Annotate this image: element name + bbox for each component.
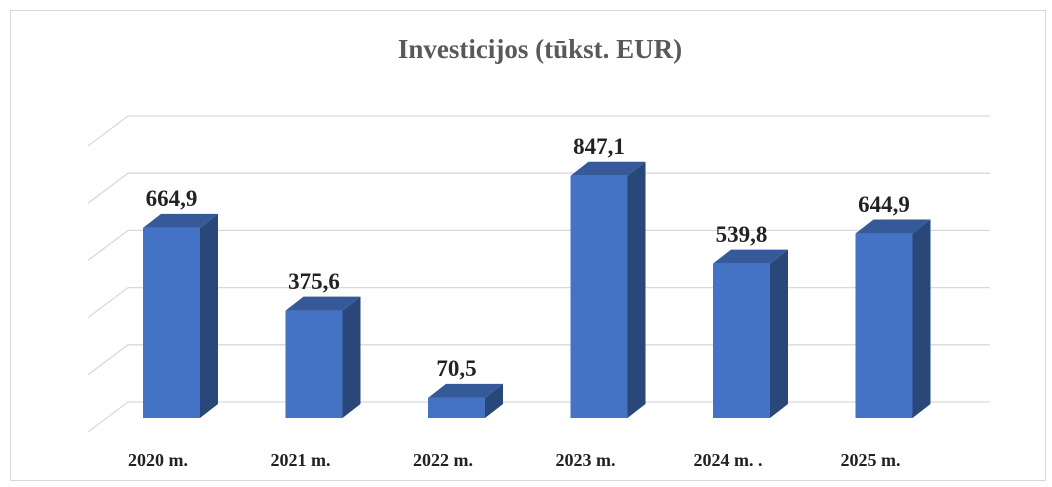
chart-title: Investicijos (tūkst. EUR) [398,34,682,64]
x-tick-label: 2025 m. [841,450,901,470]
bar-top [143,213,218,228]
bar-side [485,383,503,418]
grid-line [87,286,990,319]
bar-front [143,227,200,418]
data-label: 644,9 [858,192,910,217]
bar-side [342,296,361,418]
grid-line [87,115,990,147]
data-label: 539,8 [716,222,768,247]
bar [713,249,788,418]
bar [428,383,503,418]
bar-top [855,219,931,234]
x-tick-label: 2023 m. [556,450,616,470]
bar-front [428,397,485,418]
x-tick-label: 2021 m. [271,450,331,470]
bar-front [855,233,913,418]
bar-top [713,249,788,264]
data-label: 664,9 [146,186,198,211]
bar [570,161,646,418]
bar-side [912,219,931,418]
grid-line [87,229,990,261]
data-label: 70,5 [436,356,476,381]
bar-top [570,161,646,176]
bar-front [285,310,343,418]
bar [855,219,931,418]
data-label: 847,1 [573,134,625,159]
bar-front [570,175,628,418]
bar-top [285,296,361,311]
bar [143,213,218,418]
grid-line [87,401,990,433]
bar [285,296,361,418]
x-tick-label: 2024 m. . [694,450,763,470]
bar-side [770,249,788,418]
bar-front [713,263,770,418]
x-tick-label: 2022 m. [413,450,473,470]
bar-side [627,161,646,418]
grid-line [87,172,990,204]
x-tick-label: 2020 m. [128,450,188,470]
grid-line [87,344,990,376]
bar-top [428,383,503,398]
data-label: 375,6 [288,269,340,294]
bar-side [200,213,218,418]
